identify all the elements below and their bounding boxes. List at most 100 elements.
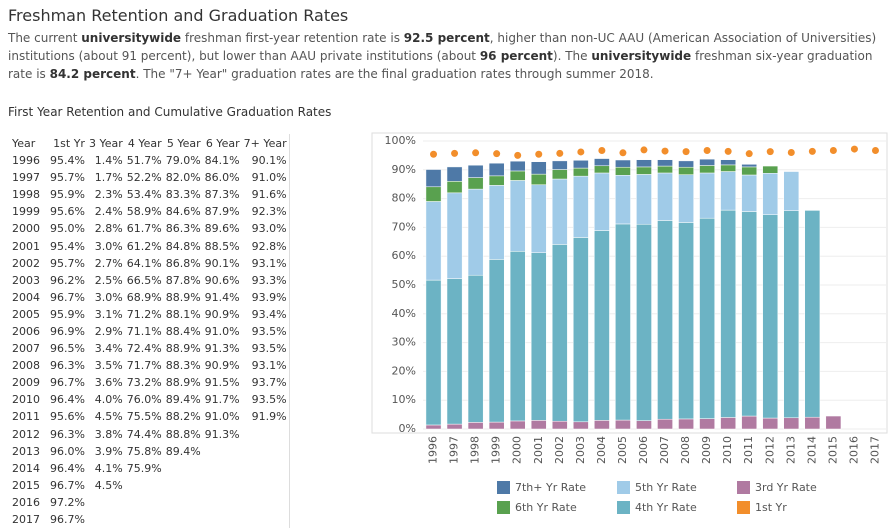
bar-segment	[615, 223, 631, 421]
y-tick-label: 90%	[392, 163, 416, 176]
description-text: ). The	[552, 49, 592, 63]
table-cell: 96.2%	[50, 273, 85, 287]
table-cell: 74.4%	[126, 427, 162, 441]
table-cell: 90.1%	[251, 154, 287, 168]
table-cell: 58.9%	[126, 205, 162, 219]
table-cell: 96.7%	[50, 376, 85, 390]
retention-dot	[430, 150, 438, 158]
table-cell: 91.0%	[204, 410, 240, 424]
table-cell: 3.5%	[94, 359, 123, 373]
bar-segment	[530, 184, 547, 253]
bar-segment	[783, 171, 800, 211]
bar-segment	[762, 214, 779, 419]
table-row: 2006 96.9% 2.9% 71.1% 88.4% 91.0% 93.5%	[10, 323, 289, 340]
retention-dot	[493, 150, 501, 158]
bar-segment	[425, 424, 442, 430]
x-tick-label: 2001	[532, 436, 545, 464]
bar-segment	[615, 419, 631, 430]
table-cell: 1.7%	[94, 171, 123, 185]
bar-segment	[741, 174, 758, 212]
column-header: 3 Year	[88, 136, 123, 150]
bar-segment	[762, 173, 779, 215]
table-row: 2008 96.3% 3.5% 71.7% 88.3% 90.9% 93.1%	[10, 357, 289, 374]
retention-dot	[640, 146, 648, 154]
table-cell: 73.2%	[126, 376, 162, 390]
bar-segment	[720, 164, 736, 172]
table-cell: 2.3%	[94, 188, 123, 202]
table-cell: 89.4%	[165, 444, 201, 458]
table-cell: 84.1%	[204, 154, 240, 168]
section-title: First Year Retention and Cumulative Grad…	[8, 105, 332, 119]
y-tick-label: 40%	[392, 307, 416, 320]
bar-segment	[825, 415, 842, 430]
table-row: 2007 96.5% 3.4% 72.4% 88.9% 91.3% 93.5%	[10, 340, 289, 357]
bar-segment	[741, 211, 758, 417]
table-cell: 2013	[12, 444, 40, 458]
table-row: 2013 96.0% 3.9% 75.8% 89.4%	[10, 443, 289, 460]
table-cell: 96.9%	[50, 324, 85, 338]
bar-segment	[657, 165, 673, 174]
y-tick-label: 50%	[392, 278, 416, 291]
bar-segment	[467, 164, 484, 178]
table-row: 2001 95.4% 3.0% 61.2% 84.8% 88.5% 92.8%	[10, 237, 289, 254]
table-cell: 96.7%	[50, 478, 85, 492]
table-cell: 96.4%	[50, 461, 85, 475]
table-cell: 90.6%	[204, 273, 240, 287]
table-cell: 96.3%	[50, 359, 85, 373]
table-cell: 1996	[12, 154, 40, 168]
retention-dot	[871, 147, 879, 155]
table-row: 2011 95.6% 4.5% 75.5% 88.2% 91.0% 91.9%	[10, 408, 289, 425]
table-cell: 91.6%	[251, 188, 287, 202]
table-cell: 93.1%	[251, 256, 287, 270]
table-cell: 91.7%	[204, 393, 240, 407]
x-tick-label: 2006	[637, 436, 650, 464]
table-cell: 2.7%	[94, 256, 123, 270]
table-cell: 93.7%	[251, 376, 287, 390]
table-row: 2002 95.7% 2.7% 64.1% 86.8% 90.1% 93.1%	[10, 255, 289, 272]
legend-label: 1st Yr	[755, 501, 787, 514]
bar-segment	[678, 418, 694, 430]
legend-label: 7th+ Yr Rate	[515, 481, 586, 494]
bar-segment	[720, 417, 736, 430]
x-tick-label: 1998	[469, 436, 482, 464]
table-cell: 2003	[12, 273, 40, 287]
retention-dot	[724, 147, 732, 155]
x-tick-label: 1996	[427, 436, 440, 464]
table-cell: 3.0%	[94, 239, 123, 253]
table-cell: 91.9%	[251, 410, 287, 424]
table-cell: 88.8%	[165, 427, 201, 441]
table-cell: 93.5%	[251, 324, 287, 338]
table-cell: 2014	[12, 461, 40, 475]
table-cell: 2017	[12, 513, 40, 527]
bar-segment	[551, 420, 568, 430]
table-cell: 87.9%	[204, 205, 240, 219]
table-cell: 86.0%	[204, 171, 240, 185]
table-cell: 61.7%	[126, 222, 162, 236]
description-text: universitywide	[81, 31, 182, 45]
bar-segment	[720, 159, 736, 166]
table-cell: 91.3%	[204, 342, 240, 356]
column-header: 4 Year	[127, 136, 162, 150]
description-text: universitywide	[591, 49, 692, 63]
bar-segment	[699, 165, 715, 174]
bar-segment	[509, 160, 526, 172]
bar-segment	[657, 172, 673, 221]
table-cell: 1999	[12, 205, 40, 219]
bar-segment	[741, 164, 758, 168]
table-cell: 71.7%	[126, 359, 162, 373]
table-cell: 1997	[12, 171, 40, 185]
x-tick-label: 1997	[448, 436, 461, 464]
table-cell: 2010	[12, 393, 40, 407]
table-cell: 88.2%	[165, 410, 201, 424]
table-cell: 95.6%	[50, 205, 85, 219]
bar-segment	[488, 185, 505, 260]
bar-segment	[594, 230, 610, 421]
x-tick-label: 2010	[721, 436, 734, 464]
table-cell: 86.3%	[165, 222, 201, 236]
table-cell: 95.9%	[50, 188, 85, 202]
bar-segment	[636, 420, 652, 430]
x-tick-label: 2007	[658, 436, 671, 464]
table-row: 2009 96.7% 3.6% 73.2% 88.9% 91.5% 93.7%	[10, 374, 289, 391]
description-text: freshman six-year graduation rate is	[8, 49, 873, 81]
